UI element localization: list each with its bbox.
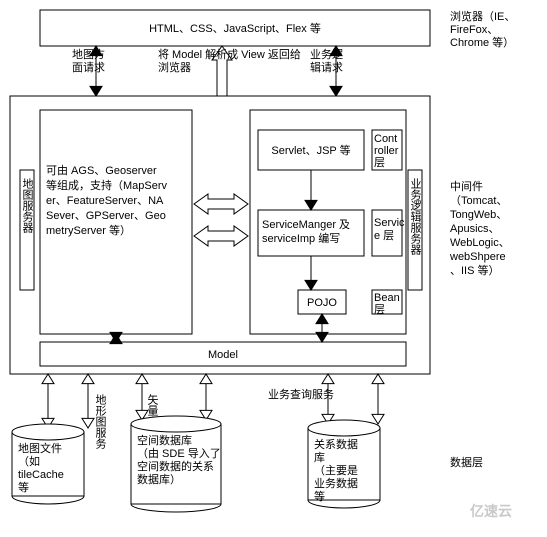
svg-text:FireFox、: FireFox、: [450, 24, 498, 36]
svg-text:Servic: Servic: [374, 217, 405, 229]
svg-text:地图文件: 地图文件: [18, 441, 62, 455]
svg-text:Apusics、: Apusics、: [450, 223, 500, 235]
svg-text:等组成，支持（MapServ: 等组成，支持（MapServ: [46, 178, 168, 192]
svg-text:中间件: 中间件: [450, 180, 483, 193]
svg-text:Model: Model: [208, 349, 238, 361]
svg-text:（由 SDE 导入了: （由 SDE 导入了: [137, 446, 221, 460]
svg-text:业务查询服务: 业务查询服务: [268, 387, 334, 401]
svg-text:地图服务器: 地图服务器: [21, 178, 34, 234]
svg-text:地形图服务: 地形图服务: [94, 394, 107, 449]
architecture-diagram: HTML、CSS、JavaScript、Flex 等 浏览器（IE、FireFox…: [0, 0, 547, 537]
svg-text:业务数据: 业务数据: [314, 476, 358, 490]
svg-text:POJO: POJO: [307, 297, 337, 309]
svg-text:Servlet、JSP 等: Servlet、JSP 等: [271, 143, 350, 157]
svg-text:面请求: 面请求: [72, 61, 105, 74]
svg-text:webShpere: webShpere: [449, 251, 506, 263]
svg-text:Bean: Bean: [374, 292, 400, 304]
svg-text:空间数据库: 空间数据库: [137, 433, 192, 447]
svg-text:Chrome 等）: Chrome 等）: [450, 35, 514, 49]
svg-text:（Tomcat、: （Tomcat、: [450, 194, 507, 207]
svg-text:库: 库: [314, 451, 325, 464]
svg-text:等: 等: [314, 489, 325, 503]
svg-text:ServiceManger 及: ServiceManger 及: [262, 219, 350, 231]
svg-text:业务逻辑服务器: 业务逻辑服务器: [409, 178, 422, 256]
svg-text:（如: （如: [18, 454, 40, 468]
svg-text:er、FeatureServer、NA: er、FeatureServer、NA: [46, 195, 164, 207]
svg-text:（主要是: （主要是: [314, 464, 358, 477]
svg-text:将 Model 解析成 View 返回给: 将 Model 解析成 View 返回给: [158, 47, 301, 61]
svg-text:Sever、GPServer、Geo: Sever、GPServer、Geo: [46, 210, 166, 222]
svg-text:浏览器（IE、: 浏览器（IE、: [450, 9, 515, 23]
svg-text:浏览器: 浏览器: [158, 60, 191, 74]
svg-text:Cont: Cont: [374, 133, 397, 145]
svg-text:辑请求: 辑请求: [310, 60, 343, 74]
svg-text:可由 AGS、Geoserver: 可由 AGS、Geoserver: [46, 163, 157, 177]
svg-text:地图方: 地图方: [72, 47, 105, 61]
svg-text:业务逻: 业务逻: [310, 48, 343, 61]
svg-text:等: 等: [18, 480, 29, 494]
svg-text:亿速云: 亿速云: [470, 503, 512, 519]
svg-text:serviceImp 编写: serviceImp 编写: [262, 231, 340, 245]
svg-text:roller: roller: [374, 145, 399, 157]
svg-text:空间数据的关系: 空间数据的关系: [137, 459, 214, 473]
svg-text:层: 层: [374, 156, 385, 169]
svg-text:e 层: e 层: [374, 229, 394, 242]
svg-text:层: 层: [374, 303, 385, 316]
svg-text:关系数据: 关系数据: [314, 437, 358, 451]
svg-text:tileCache: tileCache: [18, 469, 64, 481]
svg-text:WebLogic、: WebLogic、: [450, 237, 510, 249]
svg-text:HTML、CSS、JavaScript、Flex 等: HTML、CSS、JavaScript、Flex 等: [149, 21, 321, 35]
svg-text:TongWeb、: TongWeb、: [450, 209, 507, 221]
svg-text:metryServer 等）: metryServer 等）: [46, 223, 131, 237]
svg-text:、IIS 等）: 、IIS 等）: [450, 263, 500, 277]
svg-text:数据库）: 数据库）: [137, 472, 181, 486]
svg-text:数据层: 数据层: [450, 455, 483, 469]
